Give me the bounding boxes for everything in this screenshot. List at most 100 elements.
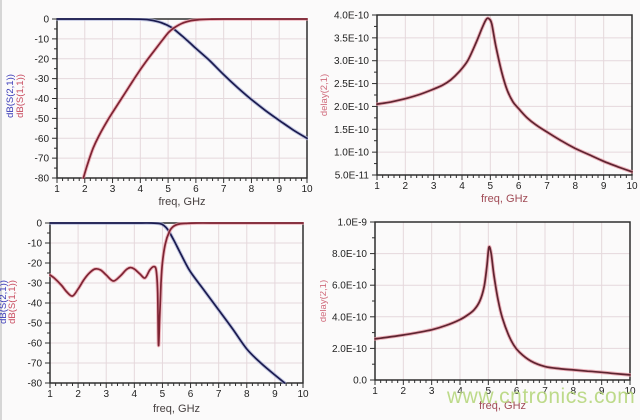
x-tick-label: 4 bbox=[459, 181, 465, 192]
x-tick-label: 7 bbox=[544, 181, 550, 192]
axis-ticks bbox=[45, 222, 304, 388]
x-tick-label: 10 bbox=[297, 389, 309, 400]
y-tick-label: -60 bbox=[35, 134, 50, 145]
x-tick-label: 10 bbox=[301, 184, 313, 195]
x-axis-title: freq, GHz bbox=[158, 196, 205, 208]
tick-labels: 1 2 3 4 5 6 7 8 9 10 1.0E-9 8.0E-10 6.0E-10 4.0E-10 2.… bbox=[332, 218, 636, 398]
y-tick-label: -20 bbox=[28, 259, 43, 270]
group-delay-chart-2: 1 2 3 4 5 6 7 8 9 10 1.0E-9 8.0E-10 6.0E-10 4.0E-10 2.… bbox=[320, 210, 640, 420]
x-tick-label: 1 bbox=[54, 184, 60, 195]
x-tick-label: 4 bbox=[457, 386, 463, 397]
x-tick-label: 7 bbox=[221, 184, 227, 195]
x-tick-label: 8 bbox=[571, 386, 577, 397]
x-tick-label: 10 bbox=[624, 386, 636, 397]
x-tick-label: 2 bbox=[401, 386, 407, 397]
x-axis-title: freq, GHz bbox=[481, 193, 528, 205]
y-axis-title: dB(S(1,1)) bbox=[15, 74, 26, 118]
x-tick-label: 3 bbox=[103, 389, 109, 400]
y-axis-title: dB(S(2,1)) bbox=[0, 280, 9, 324]
x-tick-label: 2 bbox=[403, 181, 409, 192]
x-tick-label: 4 bbox=[138, 184, 144, 195]
y-tick-label: -10 bbox=[35, 34, 50, 45]
x-tick-label: 10 bbox=[626, 181, 638, 192]
y-tick-label: 5.0E-11 bbox=[335, 171, 370, 182]
x-tick-label: 1 bbox=[372, 386, 378, 397]
axis-ticks bbox=[52, 18, 308, 183]
axis-ticks bbox=[370, 221, 631, 385]
y-tick-label: -30 bbox=[35, 74, 50, 85]
y-axis-title: dB(S(1,1)) bbox=[7, 280, 18, 324]
trace-dB(S(2,1)) bbox=[49, 222, 286, 384]
grid-lines bbox=[375, 222, 630, 380]
y-tick-label: 3.5E-10 bbox=[334, 33, 369, 44]
x-tick-label: 4 bbox=[132, 389, 138, 400]
y-tick-label: -20 bbox=[35, 54, 50, 65]
x-tick-label: 5 bbox=[160, 389, 166, 400]
y-axis-title: delay(2,1) bbox=[320, 280, 329, 322]
x-tick-label: 5 bbox=[165, 184, 171, 195]
tick-labels: 1 2 3 4 5 6 7 8 9 10 0 -10 -20 -30 -40 -50 -60 -70 -80 bbox=[28, 219, 309, 401]
x-tick-label: 3 bbox=[110, 184, 116, 195]
x-axis-title: freq, GHz bbox=[479, 400, 526, 412]
y-tick-label: -70 bbox=[28, 359, 43, 370]
x-tick-label: 5 bbox=[488, 181, 494, 192]
trace-dB(S(1,1)) bbox=[82, 18, 308, 179]
y-tick-label: 2.5E-10 bbox=[334, 79, 369, 90]
group-delay-chart-1-plot: 1 2 3 4 5 6 7 8 9 10 4.0E-10 3.5E-10 3.0E-10 2.5E-10 2… bbox=[320, 11, 638, 206]
y-tick-label: 8.0E-10 bbox=[332, 249, 367, 260]
x-tick-label: 3 bbox=[431, 181, 437, 192]
s-parameters-chart-2: 1 2 3 4 5 6 7 8 9 10 0 -10 -20 -30 -40 -50 -60 -70 -80 freq… bbox=[0, 210, 320, 420]
y-tick-label: -80 bbox=[35, 174, 50, 185]
y-tick-label: 1.5E-10 bbox=[334, 125, 369, 136]
x-tick-label: 7 bbox=[216, 389, 222, 400]
trace-halo bbox=[374, 244, 631, 377]
x-tick-label: 1 bbox=[374, 181, 380, 192]
group-delay-chart-1: 1 2 3 4 5 6 7 8 9 10 4.0E-10 3.5E-10 3.0E-10 2.5E-10 2… bbox=[320, 0, 640, 210]
x-tick-label: 2 bbox=[75, 389, 81, 400]
y-tick-label: 3.0E-10 bbox=[334, 56, 369, 67]
y-tick-label: -80 bbox=[28, 379, 43, 390]
s-parameters-chart-2-plot: 1 2 3 4 5 6 7 8 9 10 0 -10 -20 -30 -40 -50 -60 -70 -80 freq… bbox=[0, 219, 309, 416]
x-tick-label: 8 bbox=[249, 184, 255, 195]
y-tick-label: 2.0E-10 bbox=[334, 102, 369, 113]
trace-halo bbox=[49, 222, 304, 348]
x-axis-title: freq, GHz bbox=[153, 403, 200, 415]
x-tick-label: 3 bbox=[429, 386, 435, 397]
y-tick-label: 6.0E-10 bbox=[332, 281, 367, 292]
grid-lines bbox=[377, 15, 632, 175]
x-tick-label: 7 bbox=[542, 386, 548, 397]
y-axis-title: dB(S(2,1)) bbox=[5, 74, 16, 118]
trace-delay(2,1) bbox=[376, 17, 633, 173]
y-tick-label: 2.0E-10 bbox=[332, 344, 367, 355]
x-tick-label: 6 bbox=[514, 386, 520, 397]
y-tick-label: -70 bbox=[35, 154, 50, 165]
tick-labels: 1 2 3 4 5 6 7 8 9 10 4.0E-10 3.5E-10 3.0E-10 2.5E-10 2… bbox=[334, 11, 638, 193]
x-tick-label: 6 bbox=[193, 184, 199, 195]
tick-labels: 1 2 3 4 5 6 7 8 9 10 0 -10 -20 -30 -40 -50 -60 -70 -80 bbox=[35, 15, 313, 196]
y-tick-label: 0 bbox=[36, 219, 42, 230]
y-tick-label: -30 bbox=[28, 279, 43, 290]
x-tick-label: 2 bbox=[82, 184, 88, 195]
group-delay-chart-2-plot: 1 2 3 4 5 6 7 8 9 10 1.0E-9 8.0E-10 6.0E-10 4.0E-10 2.… bbox=[320, 218, 636, 413]
y-tick-label: -50 bbox=[35, 114, 50, 125]
plot-border bbox=[374, 221, 631, 381]
y-tick-label: -40 bbox=[28, 299, 43, 310]
y-tick-label: -50 bbox=[28, 319, 43, 330]
x-tick-label: 8 bbox=[244, 389, 250, 400]
axis-ticks bbox=[372, 14, 633, 180]
x-tick-label: 8 bbox=[573, 181, 579, 192]
s-parameters-chart-1: 1 2 3 4 5 6 7 8 9 10 0 -10 -20 -30 -40 -50 -60 -70 -80 freq… bbox=[0, 0, 320, 210]
left-edge-shade bbox=[0, 0, 2, 420]
y-tick-label: 4.0E-10 bbox=[334, 11, 369, 22]
y-tick-label: 1.0E-9 bbox=[338, 218, 368, 229]
x-tick-label: 6 bbox=[516, 181, 522, 192]
y-tick-label: 0.0 bbox=[353, 376, 367, 387]
y-tick-label: 1.0E-10 bbox=[334, 148, 369, 159]
x-tick-label: 6 bbox=[188, 389, 194, 400]
y-tick-label: -10 bbox=[28, 239, 43, 250]
x-tick-label: 9 bbox=[276, 184, 282, 195]
grid-lines bbox=[57, 19, 307, 178]
y-tick-label: 0 bbox=[43, 15, 49, 26]
x-tick-label: 9 bbox=[601, 181, 607, 192]
